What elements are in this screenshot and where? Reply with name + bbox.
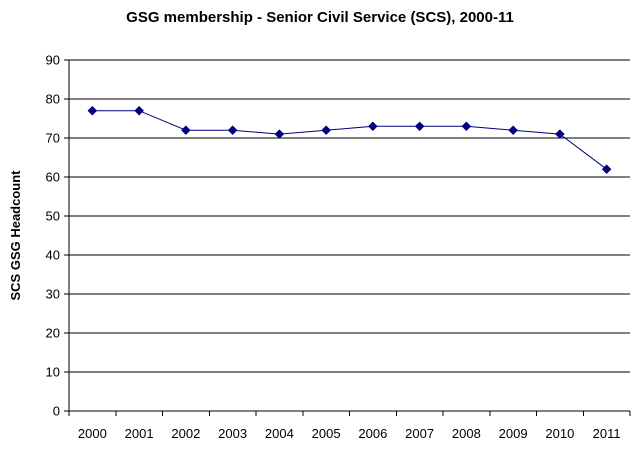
- data-point: [555, 129, 565, 139]
- y-tick-label: 20: [46, 326, 60, 341]
- data-point: [321, 125, 331, 136]
- x-tick-label: 2003: [218, 426, 247, 441]
- x-tick-label: 2008: [452, 426, 481, 441]
- x-tick-label: 2005: [312, 426, 341, 441]
- y-tick-label: 70: [46, 131, 60, 146]
- x-tick-label: 2001: [125, 426, 154, 441]
- data-point: [134, 105, 144, 116]
- y-tick-label: 50: [46, 209, 60, 224]
- y-tick-label: 0: [53, 404, 60, 419]
- y-tick-label: 90: [46, 53, 60, 68]
- data-point: [414, 121, 425, 132]
- data-point: [87, 105, 98, 116]
- y-tick-label: 10: [46, 365, 60, 380]
- x-tick-label: 2010: [545, 426, 574, 441]
- tick-labels: 0 10 20 30 40 50 60 70 80 90 2000 2001 2002 2003 2004 2…: [46, 53, 621, 442]
- data-point: [181, 125, 191, 136]
- y-tick-label: 60: [46, 170, 60, 185]
- y-axis-label: SCS GSG Headcount: [8, 170, 23, 301]
- axes: [64, 59, 631, 416]
- data-point: [508, 125, 518, 136]
- x-tick-label: 2004: [265, 426, 294, 441]
- x-tick-label: 2002: [171, 426, 200, 441]
- series-layer: [87, 105, 612, 175]
- y-tick-label: 80: [46, 92, 60, 107]
- data-point: [227, 125, 238, 136]
- series-line: [92, 110, 607, 170]
- x-tick-label: 2009: [499, 426, 528, 441]
- gridlines: [69, 59, 630, 373]
- chart-title: GSG membership - Senior Civil Service (S…: [126, 9, 514, 26]
- data-point: [601, 164, 612, 175]
- x-tick-label: 2006: [358, 426, 387, 441]
- y-tick-label: 40: [46, 248, 60, 263]
- data-point: [368, 121, 378, 132]
- data-point: [274, 129, 285, 139]
- x-tick-label: 2000: [78, 426, 107, 441]
- x-tick-label: 2011: [593, 426, 621, 441]
- y-tick-label: 30: [46, 287, 60, 302]
- data-point: [461, 121, 472, 132]
- x-tick-label: 2007: [405, 426, 434, 441]
